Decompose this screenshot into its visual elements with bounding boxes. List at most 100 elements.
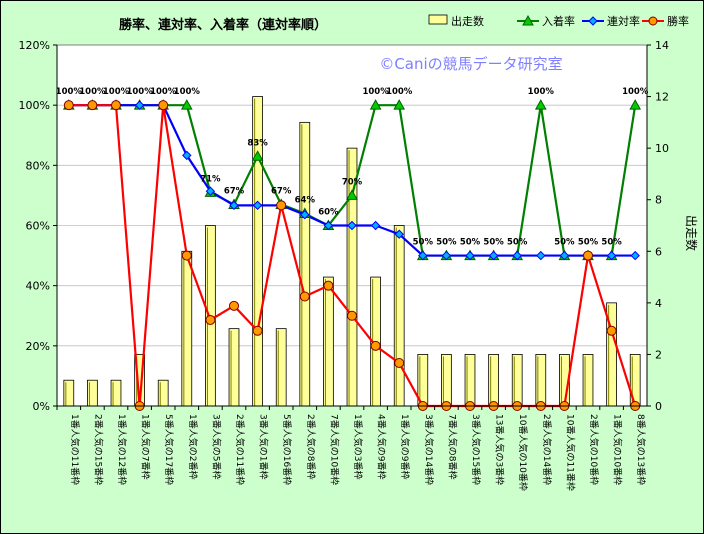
x-tick-label: 1番人気の9番枠 — [399, 414, 411, 479]
legend-marker — [648, 16, 658, 26]
marker-diamond — [205, 186, 216, 196]
marker-circle — [606, 325, 617, 336]
data-label: 67% — [224, 186, 245, 196]
marker-diamond — [441, 250, 452, 261]
marker-diamond — [370, 220, 381, 231]
legend-marker — [588, 16, 598, 26]
data-label: 100% — [386, 87, 413, 97]
marker-triangle — [251, 150, 264, 161]
marker-circle — [229, 300, 239, 311]
x-tick-label: 1番人気の10番枠 — [612, 414, 624, 485]
x-tick-label: 1番人気の12番枠 — [116, 414, 128, 485]
marker-triangle — [393, 99, 406, 110]
data-label: 50% — [601, 238, 622, 248]
y-right-tick-label: 8 — [655, 194, 662, 207]
x-tick-label: 4番人気の9番枠 — [376, 414, 388, 479]
x-axis-ticks: 1番人気の11番枠 2番人気の15番枠 1番人気の12番枠 1番人気の7番枠 5番人気の… — [56, 405, 647, 491]
marker-diamond — [182, 150, 192, 161]
y-right-tick-label: 10 — [655, 142, 669, 155]
y-right-tick-label: 4 — [655, 297, 662, 310]
chart-title: 勝率、連対率、入着率（連対率順） — [119, 17, 327, 33]
line-series — [62, 99, 642, 411]
marker-circle — [111, 100, 121, 111]
data-label: 100% — [56, 87, 83, 97]
marker-diamond — [536, 250, 546, 261]
y-left-tick-label: 120% — [19, 39, 50, 52]
y-axis-left: 0% 20% 40% 60% 80% 100% 120% — [19, 39, 58, 413]
bar — [181, 250, 193, 407]
marker-circle — [87, 100, 98, 111]
bar — [87, 379, 98, 407]
data-label: 100% — [528, 87, 555, 97]
data-label: 83% — [247, 138, 268, 148]
legend-label: 連対率 — [607, 14, 640, 28]
x-tick-label: 10番人気の11番枠 — [564, 414, 576, 491]
marker-diamond — [559, 250, 570, 261]
marker-circle — [323, 280, 334, 291]
bar — [393, 225, 405, 407]
watermark-text: ©Caniの競馬データ研究室 — [379, 55, 562, 73]
data-label: 100% — [126, 87, 153, 97]
x-tick-label: 1番人気の2番枠 — [187, 414, 199, 479]
data-label: 50% — [483, 238, 504, 248]
marker-diamond — [229, 200, 239, 211]
data-label: 50% — [460, 238, 481, 248]
marker-triangle — [534, 99, 547, 110]
legend-label: 勝率 — [667, 14, 689, 28]
data-label: 50% — [578, 238, 599, 248]
data-label: 67% — [271, 186, 292, 196]
marker-diamond — [512, 250, 522, 261]
marker-circle — [583, 250, 593, 261]
x-tick-label: 3番人気の5番枠 — [210, 414, 222, 479]
x-tick-label: 7番人気の10番枠 — [328, 414, 340, 485]
bar — [582, 354, 594, 407]
y-right-tick-label: 6 — [655, 245, 662, 258]
marker-diamond — [134, 100, 145, 110]
data-label: 60% — [318, 208, 339, 218]
marker-diamond — [488, 250, 499, 261]
x-tick-label: 5番人気の16番枠 — [281, 414, 293, 485]
marker-diamond — [323, 220, 334, 231]
data-label: 100% — [150, 87, 177, 97]
marker-diamond — [394, 229, 404, 239]
legend-label: 出走数 — [451, 14, 484, 28]
data-label: 50% — [554, 238, 575, 248]
y-right-tick-label: 0 — [655, 400, 662, 413]
legend-label: 入着率 — [542, 14, 575, 28]
bar — [488, 354, 499, 407]
data-label: 50% — [436, 238, 457, 248]
bar — [63, 379, 75, 407]
x-tick-label: 3番人気の1番枠 — [258, 414, 270, 479]
data-label: 64% — [295, 195, 316, 205]
marker-circle — [276, 200, 287, 211]
marker-diamond — [300, 209, 310, 220]
x-tick-label: 1番人気の7番枠 — [140, 414, 152, 479]
y-right-tick-label: 12 — [655, 91, 669, 104]
marker-diamond — [630, 250, 640, 261]
y-axis-right: 0 2 4 6 8 10 12 14 — [646, 39, 669, 413]
y-right-tick-label: 2 — [655, 348, 662, 361]
bar — [464, 354, 476, 407]
data-labels: 100%100%100%100%100%100%71%67%83%67%64%6… — [56, 87, 649, 247]
data-label: 100% — [622, 87, 649, 97]
marker-triangle — [629, 99, 642, 110]
x-tick-label: 5番人気の17番枠 — [163, 414, 175, 485]
marker-triangle — [180, 99, 193, 110]
bar — [441, 354, 452, 407]
legend-marker — [522, 14, 534, 26]
data-label: 100% — [79, 87, 106, 97]
marker-triangle — [369, 99, 382, 110]
data-label: 71% — [200, 174, 221, 184]
x-tick-label: 2番人気の11番枠 — [234, 414, 246, 485]
x-tick-label: 10番人気の10番枠 — [517, 414, 529, 491]
marker-circle — [394, 357, 405, 368]
bar — [157, 379, 169, 407]
x-tick-label: 2番人気の15番枠 — [92, 414, 104, 485]
x-tick-label: 2番人気の14番枠 — [541, 414, 553, 485]
bar — [299, 121, 311, 407]
marker-diamond — [465, 250, 475, 261]
marker-circle — [347, 310, 357, 321]
x-tick-label: 2番人気の8番枠 — [305, 414, 317, 479]
data-label: 100% — [103, 87, 130, 97]
